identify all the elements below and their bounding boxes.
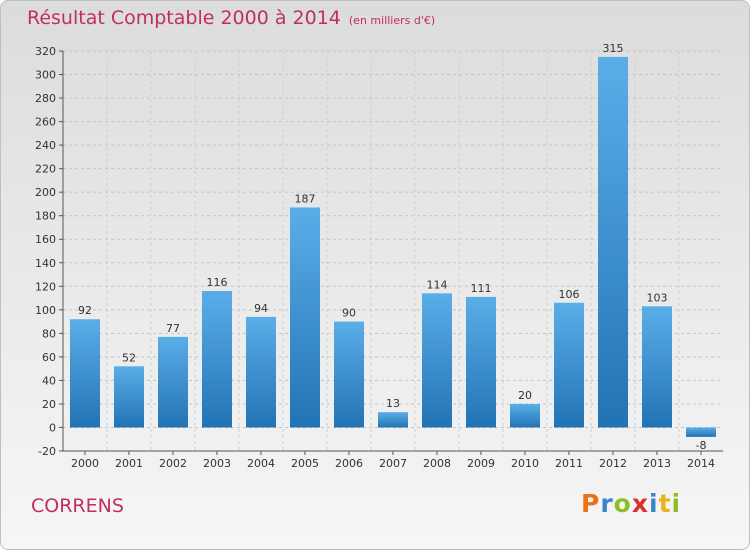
logo-letter: r (600, 489, 614, 518)
y-tick-label: 60 (42, 351, 56, 364)
bar (686, 427, 716, 437)
data-label: 106 (559, 288, 580, 301)
x-tick-label: 2002 (159, 457, 187, 470)
logo-letter: P (581, 489, 601, 518)
x-tick-label: 2014 (687, 457, 715, 470)
data-label: 77 (166, 322, 180, 335)
data-label: -8 (696, 439, 707, 452)
place-name: CORRENS (31, 495, 124, 517)
bar (70, 319, 100, 428)
logo-letter: t (658, 489, 672, 518)
x-tick-label: 2012 (599, 457, 627, 470)
axes: -200204060801001201401601802002202402602… (35, 45, 723, 470)
bar (202, 291, 232, 428)
x-tick-label: 2013 (643, 457, 671, 470)
data-label: 52 (122, 351, 136, 364)
y-tick-label: 320 (35, 45, 56, 58)
data-label: 92 (78, 304, 92, 317)
y-tick-label: 180 (35, 210, 56, 223)
y-tick-label: 40 (42, 374, 56, 387)
bar (246, 316, 276, 428)
logo-letter: o (613, 489, 632, 518)
x-tick-label: 2011 (555, 457, 583, 470)
y-tick-label: 140 (35, 257, 56, 270)
x-tick-label: 2006 (335, 457, 363, 470)
y-tick-label: 280 (35, 92, 56, 105)
data-label: 187 (295, 192, 316, 205)
y-tick-label: 100 (35, 304, 56, 317)
data-label: 13 (386, 397, 400, 410)
x-tick-label: 2008 (423, 457, 451, 470)
x-tick-label: 2003 (203, 457, 231, 470)
bar (378, 412, 408, 428)
data-label: 114 (427, 278, 448, 291)
bar (422, 293, 452, 428)
data-label: 315 (603, 42, 624, 55)
bar (290, 207, 320, 428)
y-tick-label: 80 (42, 327, 56, 340)
y-tick-label: 20 (42, 398, 56, 411)
y-tick-label: 260 (35, 116, 56, 129)
data-labels: 92 52 77 116 94 187 90 13 114 111 20 106 315 103 -8 (78, 42, 706, 452)
x-tick-label: 2001 (115, 457, 143, 470)
bar (598, 56, 628, 428)
bar (114, 366, 144, 428)
bar (554, 302, 584, 428)
data-label: 111 (471, 282, 492, 295)
chart-title: Résultat Comptable 2000 à 2014 (27, 7, 341, 29)
bar (642, 306, 672, 428)
proxiti-logo[interactable]: Proxiti (581, 489, 681, 518)
x-tick-label: 2007 (379, 457, 407, 470)
data-label: 116 (207, 276, 228, 289)
y-tick-label: -20 (38, 445, 56, 458)
chart-title-block: Résultat Comptable 2000 à 2014 (en millie… (27, 7, 435, 29)
bar (334, 321, 364, 428)
y-tick-label: 300 (35, 69, 56, 82)
bar (466, 296, 496, 428)
data-label: 94 (254, 302, 268, 315)
data-label: 103 (647, 291, 668, 304)
x-tick-label: 2009 (467, 457, 495, 470)
x-tick-label: 2000 (71, 457, 99, 470)
x-tick-label: 2005 (291, 457, 319, 470)
bar (510, 403, 540, 428)
bars (70, 56, 716, 437)
y-tick-label: 240 (35, 139, 56, 152)
chart-unit: (en milliers d'€) (348, 14, 436, 27)
x-tick-label: 2004 (247, 457, 275, 470)
y-tick-label: 200 (35, 186, 56, 199)
bar (158, 336, 188, 428)
data-label: 20 (518, 389, 532, 402)
y-tick-label: 160 (35, 233, 56, 246)
y-tick-label: 220 (35, 163, 56, 176)
y-tick-label: 0 (49, 421, 56, 434)
grid-lines (63, 50, 723, 452)
logo-letter: x (631, 489, 649, 518)
logo-letter: i (649, 489, 659, 518)
y-tick-label: 120 (35, 280, 56, 293)
logo-letter: i (671, 489, 682, 518)
data-label: 90 (342, 307, 356, 320)
x-tick-label: 2010 (511, 457, 539, 470)
